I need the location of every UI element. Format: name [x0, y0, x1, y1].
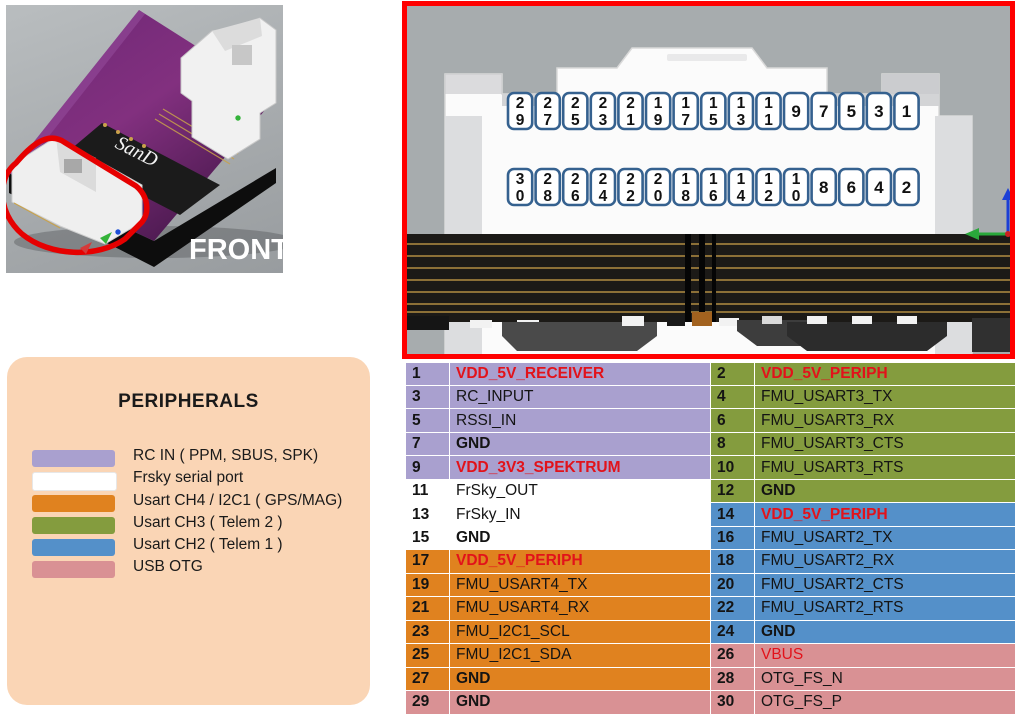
svg-text:2: 2: [764, 188, 773, 205]
svg-text:3: 3: [874, 102, 883, 121]
svg-text:1: 1: [737, 95, 746, 112]
svg-text:1: 1: [626, 112, 635, 129]
svg-text:1: 1: [709, 95, 718, 112]
svg-text:1: 1: [764, 95, 773, 112]
svg-text:5: 5: [571, 112, 580, 129]
svg-text:1: 1: [902, 102, 911, 121]
svg-text:0: 0: [654, 188, 663, 205]
svg-text:9: 9: [516, 112, 525, 129]
svg-text:0: 0: [516, 188, 525, 205]
svg-text:7: 7: [819, 102, 828, 121]
svg-text:8: 8: [681, 188, 690, 205]
svg-text:2: 2: [543, 171, 552, 188]
svg-text:2: 2: [599, 95, 608, 112]
svg-text:1: 1: [764, 112, 773, 129]
svg-text:1: 1: [764, 171, 773, 188]
svg-text:3: 3: [599, 112, 608, 129]
svg-text:2: 2: [626, 171, 635, 188]
svg-text:2: 2: [626, 188, 635, 205]
svg-text:3: 3: [516, 171, 525, 188]
svg-text:2: 2: [571, 171, 580, 188]
svg-text:9: 9: [654, 112, 663, 129]
svg-text:6: 6: [709, 188, 718, 205]
svg-text:7: 7: [543, 112, 552, 129]
svg-text:2: 2: [654, 171, 663, 188]
svg-text:2: 2: [902, 178, 911, 197]
svg-text:8: 8: [819, 178, 828, 197]
svg-text:2: 2: [571, 95, 580, 112]
svg-text:9: 9: [791, 102, 800, 121]
svg-text:2: 2: [626, 95, 635, 112]
svg-text:0: 0: [792, 188, 801, 205]
svg-text:3: 3: [737, 112, 746, 129]
svg-text:7: 7: [681, 112, 690, 129]
svg-text:2: 2: [599, 171, 608, 188]
svg-text:8: 8: [543, 188, 552, 205]
svg-text:1: 1: [792, 171, 801, 188]
svg-text:FRONT: FRONT: [189, 234, 283, 266]
svg-text:5: 5: [709, 112, 718, 129]
svg-text:1: 1: [654, 95, 663, 112]
svg-text:5: 5: [847, 102, 856, 121]
svg-text:6: 6: [847, 178, 856, 197]
svg-text:4: 4: [599, 188, 608, 205]
svg-text:1: 1: [737, 171, 746, 188]
svg-text:4: 4: [737, 188, 746, 205]
svg-text:1: 1: [681, 171, 690, 188]
svg-text:4: 4: [874, 178, 884, 197]
svg-text:6: 6: [571, 188, 580, 205]
svg-text:1: 1: [681, 95, 690, 112]
svg-text:2: 2: [516, 95, 525, 112]
svg-text:2: 2: [543, 95, 552, 112]
svg-text:1: 1: [709, 171, 718, 188]
